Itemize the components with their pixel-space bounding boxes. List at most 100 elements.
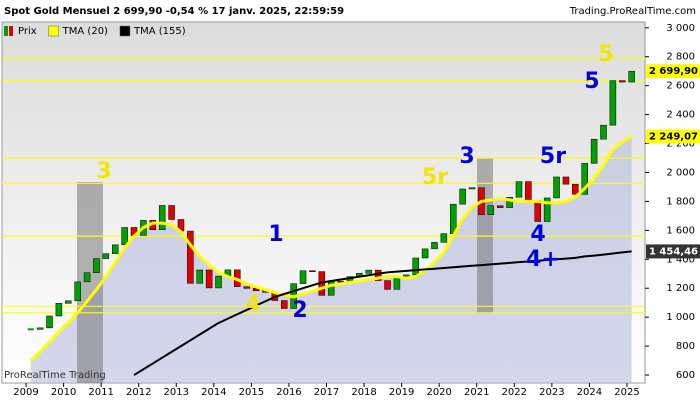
candle xyxy=(459,188,466,205)
candle xyxy=(215,275,222,289)
y-tick-label: 1 600 xyxy=(666,225,695,236)
watermark: ProRealTime Trading xyxy=(4,370,106,381)
wave-label: 2 xyxy=(292,298,307,323)
x-tick-label: 2010 xyxy=(51,387,76,398)
candle xyxy=(337,280,344,283)
candle xyxy=(83,272,91,283)
x-tick-label: 2016 xyxy=(276,387,301,398)
candle xyxy=(365,269,373,274)
wave-label: 4 xyxy=(245,292,260,317)
candle xyxy=(309,270,316,272)
y-tick-label: 1 000 xyxy=(666,312,695,323)
candle xyxy=(496,205,504,208)
candle xyxy=(46,315,53,329)
legend-swatch xyxy=(119,25,131,37)
x-tick-label: 2014 xyxy=(201,387,226,398)
wave-label: 4+ xyxy=(526,247,560,272)
wave-label: 3 xyxy=(459,144,474,169)
candle xyxy=(431,242,438,250)
legend-swatch xyxy=(48,25,59,37)
y-tick-label: 2 000 xyxy=(666,167,695,178)
candle xyxy=(384,280,391,290)
candle xyxy=(65,300,72,304)
candle xyxy=(525,181,532,201)
y-tick-label: 1 200 xyxy=(666,283,695,294)
candle xyxy=(562,176,570,185)
candle xyxy=(421,248,429,259)
x-tick-label: 2019 xyxy=(389,387,414,398)
candle xyxy=(609,80,617,126)
y-tick-label: 1 400 xyxy=(666,254,695,265)
y-tick-label: 800 xyxy=(676,341,695,352)
candle xyxy=(619,80,626,83)
wave-label: 5r xyxy=(540,144,566,169)
candle xyxy=(534,200,542,222)
candle xyxy=(590,138,598,164)
tma-area xyxy=(30,136,632,383)
legend-swatch xyxy=(4,26,8,36)
candle xyxy=(299,270,307,284)
price-label: 1 454,46 xyxy=(649,246,698,257)
candle xyxy=(102,253,110,259)
x-tick-label: 2013 xyxy=(164,387,189,398)
wave-label: 3 xyxy=(96,159,111,184)
candle xyxy=(403,274,410,277)
x-tick-label: 2009 xyxy=(13,387,38,398)
x-tick-label: 2012 xyxy=(126,387,151,398)
candle xyxy=(468,187,476,190)
wave-label: 4 xyxy=(530,222,545,247)
candle xyxy=(327,280,335,296)
candle xyxy=(487,205,495,215)
candle xyxy=(543,197,551,222)
candle xyxy=(121,227,128,246)
y-tick-label: 2 800 xyxy=(666,52,695,63)
candle xyxy=(515,181,523,198)
legend-label: Prix xyxy=(18,26,37,37)
legend-label: TMA (20) xyxy=(62,26,108,37)
x-tick-label: 2021 xyxy=(464,387,489,398)
candle xyxy=(628,70,635,83)
candle xyxy=(168,205,175,220)
legend-label: TMA (155) xyxy=(133,26,186,37)
candle xyxy=(27,328,34,331)
candle xyxy=(553,176,560,199)
candle xyxy=(252,288,260,291)
price-label: 2 249,07 xyxy=(649,131,698,142)
header-source: Trading.ProRealTime.com xyxy=(569,6,696,17)
candle xyxy=(243,286,250,289)
wave-label: 5 xyxy=(598,42,613,67)
y-tick-label: 2 400 xyxy=(666,110,695,121)
candle xyxy=(93,258,100,273)
x-tick-label: 2024 xyxy=(577,387,602,398)
x-tick-label: 2011 xyxy=(88,387,113,398)
header-title: Spot Gold Mensuel 2 699,90 -0,54 % 17 ja… xyxy=(4,6,344,17)
x-tick-label: 2022 xyxy=(502,387,527,398)
candle xyxy=(506,196,513,208)
candle xyxy=(600,124,607,140)
candle xyxy=(196,269,203,284)
candle xyxy=(111,244,119,254)
price-label-box xyxy=(646,129,700,144)
wave-label: 5r xyxy=(422,165,448,190)
candle xyxy=(74,281,81,302)
wave-label: 5 xyxy=(584,69,599,94)
candle xyxy=(205,269,213,289)
x-tick-label: 2018 xyxy=(351,387,376,398)
y-tick-label: 3 000 xyxy=(666,23,695,34)
tma-line xyxy=(133,250,632,376)
candle xyxy=(572,183,579,195)
legend-swatch xyxy=(9,26,13,36)
x-tick-label: 2017 xyxy=(314,387,339,398)
y-tick-label: 1 800 xyxy=(666,196,695,207)
y-tick-label: 2 200 xyxy=(666,139,695,150)
candle xyxy=(581,163,588,195)
x-tick-label: 2025 xyxy=(614,387,639,398)
wave-label: 1 xyxy=(268,222,283,247)
x-tick-label: 2020 xyxy=(426,387,451,398)
range-box xyxy=(77,182,103,383)
candle xyxy=(412,257,419,276)
price-label-box xyxy=(646,64,700,79)
candle xyxy=(374,269,382,281)
range-box xyxy=(477,158,493,313)
